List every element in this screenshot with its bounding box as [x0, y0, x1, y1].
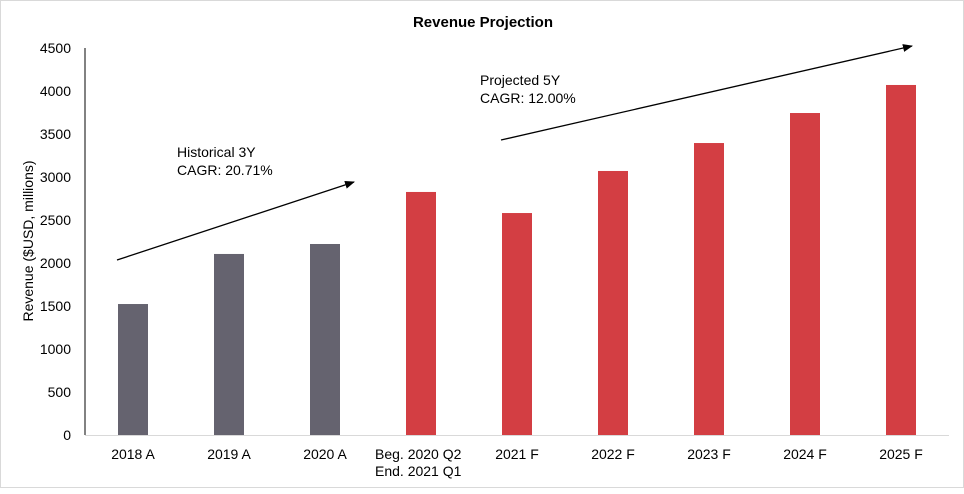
- projected-trend-arrow: [500, 44, 913, 141]
- x-tick-label: 2021 F: [495, 446, 539, 462]
- projected-cagr-line1: Projected 5Y: [480, 72, 561, 88]
- bar-projected: [886, 84, 916, 435]
- y-tick-label: 1000: [40, 341, 71, 357]
- x-tick-label: 2022 F: [591, 446, 635, 462]
- bars: [118, 84, 916, 436]
- y-tick-label: 500: [48, 384, 72, 400]
- x-tick-label: End. 2021 Q1: [375, 463, 462, 479]
- y-tick-label: 2500: [40, 212, 71, 228]
- x-tick-label: 2025 F: [879, 446, 923, 462]
- y-tick-label: 2000: [40, 255, 71, 271]
- bar-projected: [694, 143, 724, 435]
- x-tick-label: 2018 A: [111, 446, 155, 462]
- bar-projected: [790, 113, 820, 436]
- projected-cagr-line2: CAGR: 12.00%: [480, 90, 576, 106]
- y-axis-label: Revenue ($USD, millions): [20, 160, 36, 321]
- x-tick-label: 2024 F: [783, 446, 827, 462]
- y-tick-label: 3500: [40, 126, 71, 142]
- y-ticks: 0 500 1000 1500 2000 2500 3000 3500 4000 4500: [40, 40, 71, 443]
- historical-cagr-line1: Historical 3Y: [177, 144, 256, 160]
- y-tick-label: 0: [63, 427, 71, 443]
- historical-cagr-line2: CAGR: 20.71%: [177, 162, 273, 178]
- bar-historical: [214, 253, 244, 435]
- y-tick-label: 1500: [40, 298, 71, 314]
- y-tick-label: 4500: [40, 40, 71, 56]
- bar-projected: [502, 213, 532, 435]
- bar-projected: [406, 191, 436, 435]
- y-tick-label: 3000: [40, 169, 71, 185]
- x-tick-label: 2020 A: [303, 446, 347, 462]
- chart-title: Revenue Projection: [413, 14, 553, 31]
- x-tick-label: 2023 F: [687, 446, 731, 462]
- bar-historical: [310, 243, 340, 435]
- x-tick-label: Beg. 2020 Q2: [375, 446, 462, 462]
- x-tick-label: 2019 A: [207, 446, 251, 462]
- bar-historical: [118, 304, 148, 435]
- y-tick-label: 4000: [40, 83, 71, 99]
- historical-trend-arrow: [116, 181, 355, 261]
- bar-projected: [598, 170, 628, 436]
